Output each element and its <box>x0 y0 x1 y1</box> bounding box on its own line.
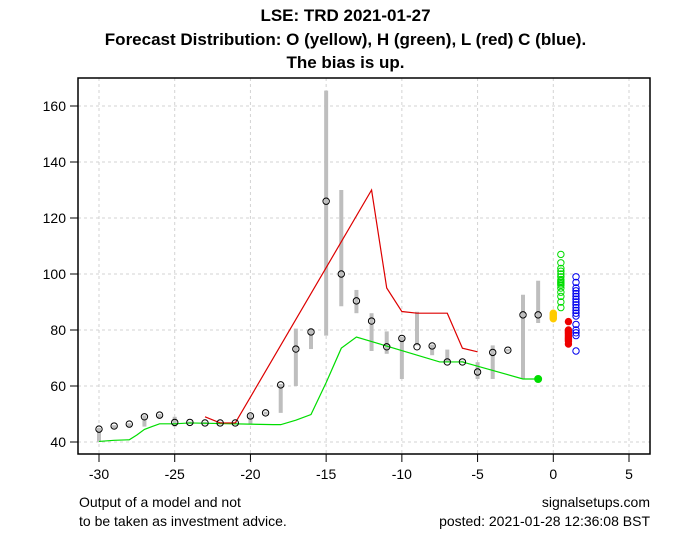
x-tick-label: -5 <box>471 466 484 482</box>
high-line <box>98 336 539 443</box>
close-point <box>186 418 194 427</box>
forecast-close-point <box>572 287 580 295</box>
forecast-low-point <box>564 317 573 326</box>
forecast-high-point <box>557 292 565 301</box>
x-tick-label: 5 <box>625 466 633 482</box>
y-tick-label: 160 <box>43 98 67 114</box>
forecast-close-point <box>572 301 580 309</box>
close-point <box>337 270 345 278</box>
forecast-close-point <box>572 326 580 334</box>
x-tick-label: -30 <box>89 466 109 482</box>
close-point <box>292 345 300 353</box>
plot-frame <box>77 77 651 455</box>
forecast-close-point <box>572 298 580 306</box>
trend-lines <box>98 188 543 443</box>
disclaimer-line2: to be taken as investment advice. <box>79 513 287 529</box>
close-point <box>95 425 103 433</box>
forecast-close-point <box>572 309 580 317</box>
forecast-close-point <box>572 329 580 337</box>
x-tick-label: -20 <box>240 466 260 482</box>
close-point <box>171 418 179 427</box>
close-point <box>216 419 224 427</box>
y-tick-label: 60 <box>50 378 66 394</box>
close-point <box>307 328 315 336</box>
forecast-high-point <box>557 267 565 275</box>
forecast-high-point <box>557 264 565 273</box>
grid-lines <box>78 78 650 454</box>
close-point <box>458 358 467 366</box>
y-tick-label: 40 <box>50 434 66 450</box>
close-point <box>519 311 527 319</box>
forecast-close-point <box>572 312 580 320</box>
forecast-high-point <box>557 284 565 292</box>
chart-title: LSE: TRD 2021-01-27 <box>260 6 431 25</box>
forecast-close-point <box>572 284 580 292</box>
disclaimer-line1: Output of a model and not <box>79 494 241 510</box>
close-point <box>383 343 391 351</box>
close-point <box>201 419 209 427</box>
forecast-high-point <box>557 273 565 281</box>
y-tick-label: 100 <box>43 266 67 282</box>
forecast-high-point <box>557 250 565 259</box>
x-tick-label: -10 <box>392 466 412 482</box>
y-tick-label: 120 <box>43 210 67 226</box>
posted-timestamp: posted: 2021-01-28 12:36:08 BST <box>439 513 650 529</box>
close-point <box>504 346 512 354</box>
source-site: signalsetups.com <box>541 494 650 510</box>
close-point <box>246 412 255 420</box>
forecast-high-point <box>557 303 565 312</box>
forecast-close-point <box>572 289 580 298</box>
low-line <box>204 188 478 424</box>
forecast-high-point <box>557 259 565 267</box>
close-point <box>155 411 164 419</box>
close-point <box>443 358 451 366</box>
range-bars <box>97 90 541 442</box>
forecast-close-point <box>572 278 580 287</box>
close-point <box>125 420 133 428</box>
close-point <box>261 409 270 417</box>
forecast-close-point <box>572 292 580 301</box>
forecast-high-point <box>557 288 565 296</box>
forecast-close-point <box>572 320 580 329</box>
forecast-close-point <box>572 347 580 355</box>
chart-subtitle: Forecast Distribution: O (yellow), H (gr… <box>104 30 587 49</box>
forecast-distribution <box>549 250 580 355</box>
close-point <box>398 334 406 343</box>
close-point <box>489 348 497 357</box>
chart-subtitle-bias: The bias is up. <box>286 53 405 72</box>
y-tick-label: 140 <box>43 154 67 170</box>
axes: -30 -25 -20 -15 -10 -5 0 5 40 60 80 100 120 140 160 <box>43 98 633 482</box>
close-points <box>95 197 542 433</box>
close-point <box>277 381 285 389</box>
close-point <box>140 413 149 421</box>
forecast-close-point <box>572 273 580 281</box>
y-tick-label: 80 <box>50 322 66 338</box>
close-point <box>428 342 436 350</box>
forecast-close-point <box>572 331 580 340</box>
close-point <box>231 419 239 427</box>
close-point <box>473 368 482 376</box>
forecast-open-point <box>549 309 557 317</box>
forecast-high-point <box>557 270 565 278</box>
forecast-close-point <box>572 303 580 312</box>
close-point <box>413 343 421 351</box>
last-high-marker <box>534 375 543 383</box>
forecast-high-point <box>557 275 565 284</box>
close-point <box>367 317 376 325</box>
x-tick-label: -15 <box>316 466 336 482</box>
x-tick-label: -25 <box>165 466 185 482</box>
forecast-high-point <box>557 298 565 306</box>
close-point <box>534 311 542 319</box>
close-point <box>352 297 361 305</box>
forecast-low-point <box>564 326 573 334</box>
close-point <box>110 422 118 430</box>
forecast-close-point <box>572 295 580 303</box>
x-tick-label: 0 <box>549 466 557 482</box>
forecast-close-point <box>572 306 580 315</box>
close-point <box>322 197 330 205</box>
